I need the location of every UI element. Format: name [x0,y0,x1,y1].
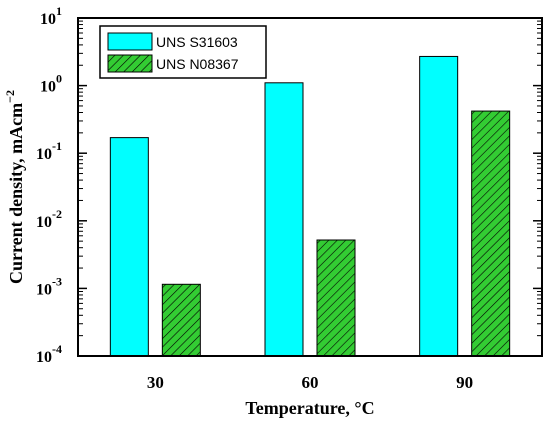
x-axis-label: Temperature, °C [245,398,374,418]
y-axis-label-superscript: −2 [3,90,17,103]
legend-label-uns-s31603: UNS S31603 [156,34,238,50]
legend: UNS S31603 UNS N08367 [99,25,267,79]
bar-uns-s31603-30 [109,137,149,357]
bar-uns-n08367-90 [471,110,511,357]
y-axis-ticks: 10-4 10-3 10-2 10-1 100 101 [36,4,542,366]
x-tick-label: 60 [302,373,319,392]
y-axis-label: Current density, mAcm−2 [3,90,26,284]
plot-frame [77,17,543,357]
bar-uns-s31603-90 [419,55,459,357]
x-axis-ticks: 30 60 90 [147,373,473,392]
legend-swatch-uns-n08367 [107,54,153,73]
bar-uns-s31603-60 [264,82,304,357]
y-tick-label: 10-1 [36,139,62,163]
y-axis-label-text: Current density, mAcm [6,103,26,284]
legend-label-uns-n08367: UNS N08367 [156,56,239,72]
x-tick-label: 30 [147,373,164,392]
bar-uns-n08367-30 [161,283,201,357]
y-tick-label: 101 [40,4,62,28]
legend-swatch-uns-s31603 [107,32,153,51]
y-tick-label: 10-4 [36,342,62,366]
bar-uns-n08367-60 [316,239,356,357]
y-tick-label: 100 [40,72,62,96]
y-tick-label: 10-3 [36,274,62,298]
x-tick-label: 90 [456,373,473,392]
bars-group [109,55,511,357]
y-tick-label: 10-2 [36,207,62,231]
